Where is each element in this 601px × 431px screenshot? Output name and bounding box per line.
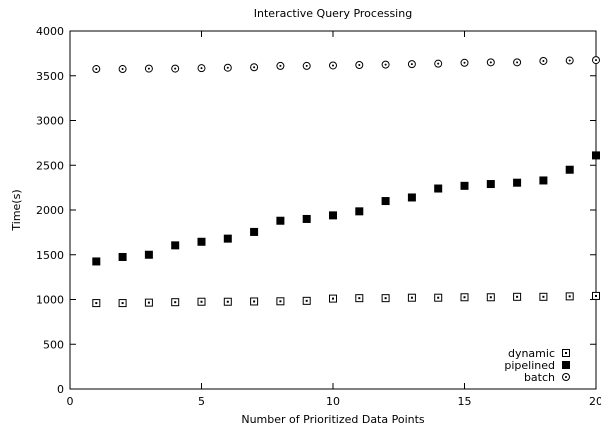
data-point-pipelined [118,252,127,261]
data-point-batch [513,58,522,67]
tick-labels: 0 5 10 15 20 0 500 1000 1500 2000 2500 3000 3500 4000 [36,25,601,408]
data-point-pipelined [276,216,285,225]
series-pipelined [92,151,600,266]
data-point-dynamic [355,294,364,303]
data-point-batch [434,59,443,68]
legend-marker-pipelined [562,361,570,369]
data-point-pipelined [407,193,416,202]
data-point-dynamic [592,291,600,300]
x-tick-label: 0 [67,395,74,408]
data-point-batch [355,61,364,70]
data-point-pipelined [434,184,443,193]
legend-label-dynamic: dynamic [508,347,555,360]
data-point-pipelined [592,151,600,160]
data-point-batch [144,64,153,73]
x-tick-label: 15 [458,395,472,408]
data-point-batch [302,61,311,70]
y-tick-label: 500 [43,338,64,351]
chart-title: Interactive Query Processing [254,7,412,20]
data-point-batch [592,56,600,65]
data-point-batch [565,56,574,65]
data-point-dynamic [197,297,206,306]
legend-label-pipelined: pipelined [504,359,555,372]
x-tick-label: 5 [198,395,205,408]
series-dynamic [92,291,600,308]
data-point-dynamic [434,293,443,302]
y-tick-label: 1000 [36,294,64,307]
data-point-dynamic [171,298,180,307]
data-point-pipelined [144,250,153,259]
x-axis-title: Number of Prioritized Data Points [241,413,425,426]
data-point-batch [118,65,127,74]
data-marks [92,56,600,308]
data-point-batch [197,64,206,73]
y-tick-label: 3000 [36,115,64,128]
data-point-batch [92,65,101,74]
data-point-batch [539,56,548,65]
data-point-pipelined [486,180,495,189]
data-point-batch [171,64,180,73]
data-point-batch [329,61,337,70]
data-point-dynamic [144,298,153,307]
data-point-batch [276,61,285,70]
data-point-dynamic [92,299,101,308]
data-point-pipelined [565,165,574,174]
data-point-dynamic [276,297,285,306]
series-batch [92,56,600,74]
data-point-dynamic [486,293,495,302]
y-tick-label: 3500 [36,70,64,83]
data-point-pipelined [197,237,206,246]
data-point-pipelined [171,241,180,250]
x-tick-label: 20 [589,395,601,408]
data-point-batch [486,58,495,67]
data-point-dynamic [407,293,416,302]
y-tick-label: 1500 [36,249,64,262]
data-point-dynamic [539,292,548,301]
data-point-dynamic [118,299,127,308]
data-point-batch [381,60,390,69]
data-point-batch [223,63,232,72]
x-tick-label: 10 [326,395,340,408]
data-point-pipelined [381,197,390,206]
data-point-dynamic [381,294,390,303]
data-point-dynamic [460,293,469,302]
data-point-batch [250,63,259,72]
y-tick-label: 2000 [36,204,64,217]
data-point-dynamic [223,297,232,306]
legend-label-batch: batch [524,371,555,384]
data-point-dynamic [513,292,522,301]
y-tick-label: 4000 [36,25,64,38]
data-point-pipelined [329,211,337,220]
data-point-pipelined [302,214,311,223]
data-point-pipelined [539,176,548,185]
data-point-dynamic [302,296,311,305]
legend-marker-dynamic [562,349,570,357]
data-point-pipelined [355,207,364,216]
data-point-pipelined [223,234,232,243]
data-point-batch [407,60,416,69]
data-point-dynamic [329,294,337,303]
data-point-batch [460,58,469,67]
data-point-dynamic [250,297,259,306]
y-axis-title: Time(s) [10,189,23,231]
axis-ticks [69,30,597,390]
data-point-pipelined [92,257,101,266]
legend-marker-batch [562,373,570,381]
y-tick-label: 0 [57,383,64,396]
plot-frame [69,30,597,390]
data-point-pipelined [250,227,259,236]
data-point-pipelined [460,181,469,190]
y-tick-label: 2500 [36,159,64,172]
data-point-dynamic [565,292,574,301]
data-point-pipelined [513,178,522,187]
